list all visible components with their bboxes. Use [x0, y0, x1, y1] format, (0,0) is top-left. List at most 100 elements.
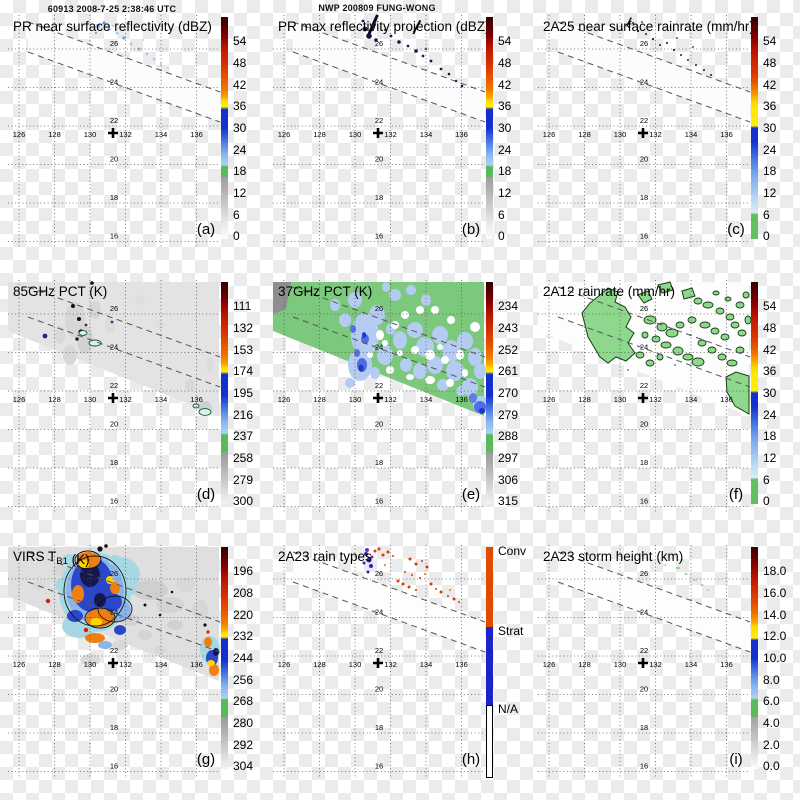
- colorbar-tick-label: 12: [233, 185, 247, 200]
- lat-tick-label: 26: [110, 569, 118, 578]
- lon-tick-label: 132: [384, 660, 397, 669]
- lon-tick-label: 128: [48, 130, 61, 139]
- colorbar-tick-label: 54: [763, 299, 777, 314]
- panel-a-plot: 126 128 130 132 134 136 26 24 22 20 18 16 PR near su…: [8, 15, 221, 248]
- colorbar-tick-label: 216: [233, 407, 254, 422]
- colorbar-tick-label: 6.0: [763, 694, 780, 709]
- colorbar-tick-label: 0.0: [763, 759, 780, 774]
- colorbar-tick-label: 54: [763, 34, 777, 49]
- panel-a: 126 128 130 132 134 136 26 24 22 20 18 16 PR near su…: [0, 0, 265, 265]
- lon-tick-label: 128: [48, 660, 61, 669]
- panel-d-plot: 126 128 130 132 134 136 26 24 22 20 18 16 85GHz PCT …: [8, 280, 221, 513]
- panel-title: 2A12 rainrate (mm/hr): [543, 284, 675, 299]
- lon-tick-label: 134: [685, 130, 698, 139]
- colorbar-tick-label: 220: [233, 607, 254, 622]
- panel-letter: (c): [727, 221, 745, 238]
- colorbar-tick-label: 0: [763, 229, 770, 244]
- lon-tick-label: 134: [420, 395, 433, 404]
- colorbar-tick-label: 288: [498, 429, 519, 444]
- colorbar-tick-label: 270: [498, 385, 519, 400]
- lon-tick-label: 130: [614, 660, 627, 669]
- lat-tick-label: 16: [375, 497, 383, 506]
- colorbar-tick-label: 4.0: [763, 715, 780, 730]
- lon-tick-label: 132: [649, 660, 662, 669]
- panel-h: 126 128 130 132 134 136 26 24 22 20 18 16 2A23 rain …: [265, 530, 530, 800]
- colorbar-segment: [486, 626, 493, 705]
- colorbar-tick-label: 304: [233, 759, 254, 774]
- lon-tick-label: 136: [190, 130, 203, 139]
- colorbar-tick-label: 12: [498, 185, 512, 200]
- lon-tick-label: 130: [84, 130, 97, 139]
- colorbar-tick-label: 42: [498, 77, 512, 92]
- lon-tick-label: 130: [349, 130, 362, 139]
- lon-tick-label: 134: [685, 660, 698, 669]
- lon-tick-label: 128: [578, 130, 591, 139]
- storm-center-marker: [108, 393, 118, 403]
- panel-letter: (a): [197, 221, 215, 238]
- colorbar-tick-label: 2.0: [763, 737, 780, 752]
- lat-tick-label: 18: [110, 458, 118, 467]
- panel-g: 126 128 130 132 134 136 26 24 22 20 18 16 VIRS TB1 (…: [0, 530, 265, 800]
- panel-i-colorbar: [751, 547, 758, 769]
- lat-tick-label: 20: [375, 155, 383, 164]
- colorbar-tick-label: 0: [498, 229, 505, 244]
- lon-tick-label: 132: [119, 395, 132, 404]
- colorbar-tick-label: 18: [763, 429, 777, 444]
- lon-tick-label: 130: [349, 660, 362, 669]
- lon-tick-label: 130: [614, 130, 627, 139]
- lon-tick-label: 126: [543, 660, 556, 669]
- lon-tick-label: 128: [48, 395, 61, 404]
- colorbar-tick-label: 36: [498, 99, 512, 114]
- panel-c-plot: 126 128 130 132 134 136 26 24 22 20 18 16 2A25 near …: [538, 15, 754, 248]
- lat-tick-label: 24: [375, 608, 383, 617]
- lat-tick-label: 20: [110, 685, 118, 694]
- lon-tick-label: 136: [190, 660, 203, 669]
- panel-e-colorbar: [486, 282, 493, 504]
- colorbar-tick-label: 12.0: [763, 629, 787, 644]
- storm-center-marker: [108, 658, 118, 668]
- lon-tick-label: 136: [455, 395, 468, 404]
- colorbar-tick-label: 6: [763, 472, 770, 487]
- lon-tick-label: 126: [543, 395, 556, 404]
- lon-tick-label: 126: [278, 395, 291, 404]
- colorbar-tick-label: 292: [233, 737, 254, 752]
- colorbar-tick-label: 54: [233, 34, 247, 49]
- colorbar-tick-label: Conv: [498, 544, 527, 558]
- colorbar-tick-label: 237: [233, 429, 254, 444]
- lon-tick-label: 130: [349, 395, 362, 404]
- lat-tick-label: 24: [375, 343, 383, 352]
- panel-f-colorbar: [751, 282, 758, 504]
- lon-tick-label: 130: [614, 395, 627, 404]
- lat-tick-label: 26: [375, 304, 383, 313]
- colorbar-tick-label: 6: [498, 207, 505, 222]
- storm-center-marker: [638, 393, 648, 403]
- colorbar-tick-label: 14.0: [763, 607, 787, 622]
- lat-tick-label: 24: [110, 343, 118, 352]
- colorbar-tick-label: 36: [233, 99, 247, 114]
- lat-tick-label: 20: [375, 685, 383, 694]
- lat-tick-label: 26: [110, 304, 118, 313]
- lon-tick-label: 134: [155, 660, 168, 669]
- colorbar-tick-label: 280: [233, 715, 254, 730]
- colorbar-tick-label: 234: [498, 299, 519, 314]
- colorbar-tick-label: 36: [763, 364, 777, 379]
- colorbar-tick-label: 30: [498, 120, 512, 135]
- colorbar-tick-label: 208: [233, 586, 254, 601]
- lon-tick-label: 136: [720, 395, 733, 404]
- colorbar-tick-label: 42: [763, 342, 777, 357]
- colorbar-tick-label: 16.0: [763, 586, 787, 601]
- panel-title: PR near surface reflectivity (dBZ): [13, 19, 212, 34]
- colorbar-tick-label: 196: [233, 564, 254, 579]
- lat-tick-label: 20: [640, 420, 648, 429]
- lat-tick-label: 24: [375, 78, 383, 87]
- lon-tick-label: 136: [455, 660, 468, 669]
- lat-tick-label: 18: [110, 193, 118, 202]
- colorbar-tick-label: 30: [233, 120, 247, 135]
- lat-tick-label: 18: [375, 723, 383, 732]
- lat-tick-label: 20: [110, 420, 118, 429]
- lat-tick-label: 20: [640, 155, 648, 164]
- colorbar-tick-label: 18.0: [763, 564, 787, 579]
- lon-tick-label: 132: [649, 395, 662, 404]
- lon-tick-label: 134: [155, 130, 168, 139]
- lat-tick-label: 26: [375, 569, 383, 578]
